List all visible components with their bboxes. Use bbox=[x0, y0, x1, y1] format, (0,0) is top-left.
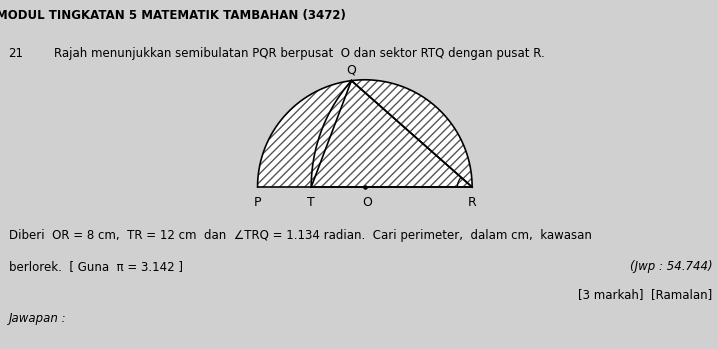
Text: Diberi  OR = 8 cm,  TR = 12 cm  dan  ∠TRQ = 1.134 radian.  Cari perimeter,  dala: Diberi OR = 8 cm, TR = 12 cm dan ∠TRQ = … bbox=[9, 229, 592, 242]
Polygon shape bbox=[258, 80, 472, 187]
Text: berlorek.  [ Guna  π = 3.142 ]: berlorek. [ Guna π = 3.142 ] bbox=[9, 260, 182, 273]
Text: O: O bbox=[362, 196, 372, 209]
Text: (Jwp : 54.744): (Jwp : 54.744) bbox=[630, 260, 712, 273]
Text: Jawapan :: Jawapan : bbox=[9, 312, 66, 325]
Text: [3 markah]  [Ramalan]: [3 markah] [Ramalan] bbox=[578, 288, 712, 301]
Text: Rajah menunjukkan semibulatan PQR berpusat  O dan sektor RTQ dengan pusat R.: Rajah menunjukkan semibulatan PQR berpus… bbox=[54, 47, 544, 60]
Text: R: R bbox=[467, 196, 477, 209]
Text: P: P bbox=[253, 196, 261, 209]
Polygon shape bbox=[311, 81, 472, 187]
Text: MODUL TINGKATAN 5 MATEMATIK TAMBAHAN (3472): MODUL TINGKATAN 5 MATEMATIK TAMBAHAN (34… bbox=[0, 9, 346, 22]
Text: Q: Q bbox=[347, 64, 356, 76]
Polygon shape bbox=[311, 81, 472, 187]
Text: 21: 21 bbox=[9, 47, 24, 60]
Text: T: T bbox=[307, 196, 315, 209]
